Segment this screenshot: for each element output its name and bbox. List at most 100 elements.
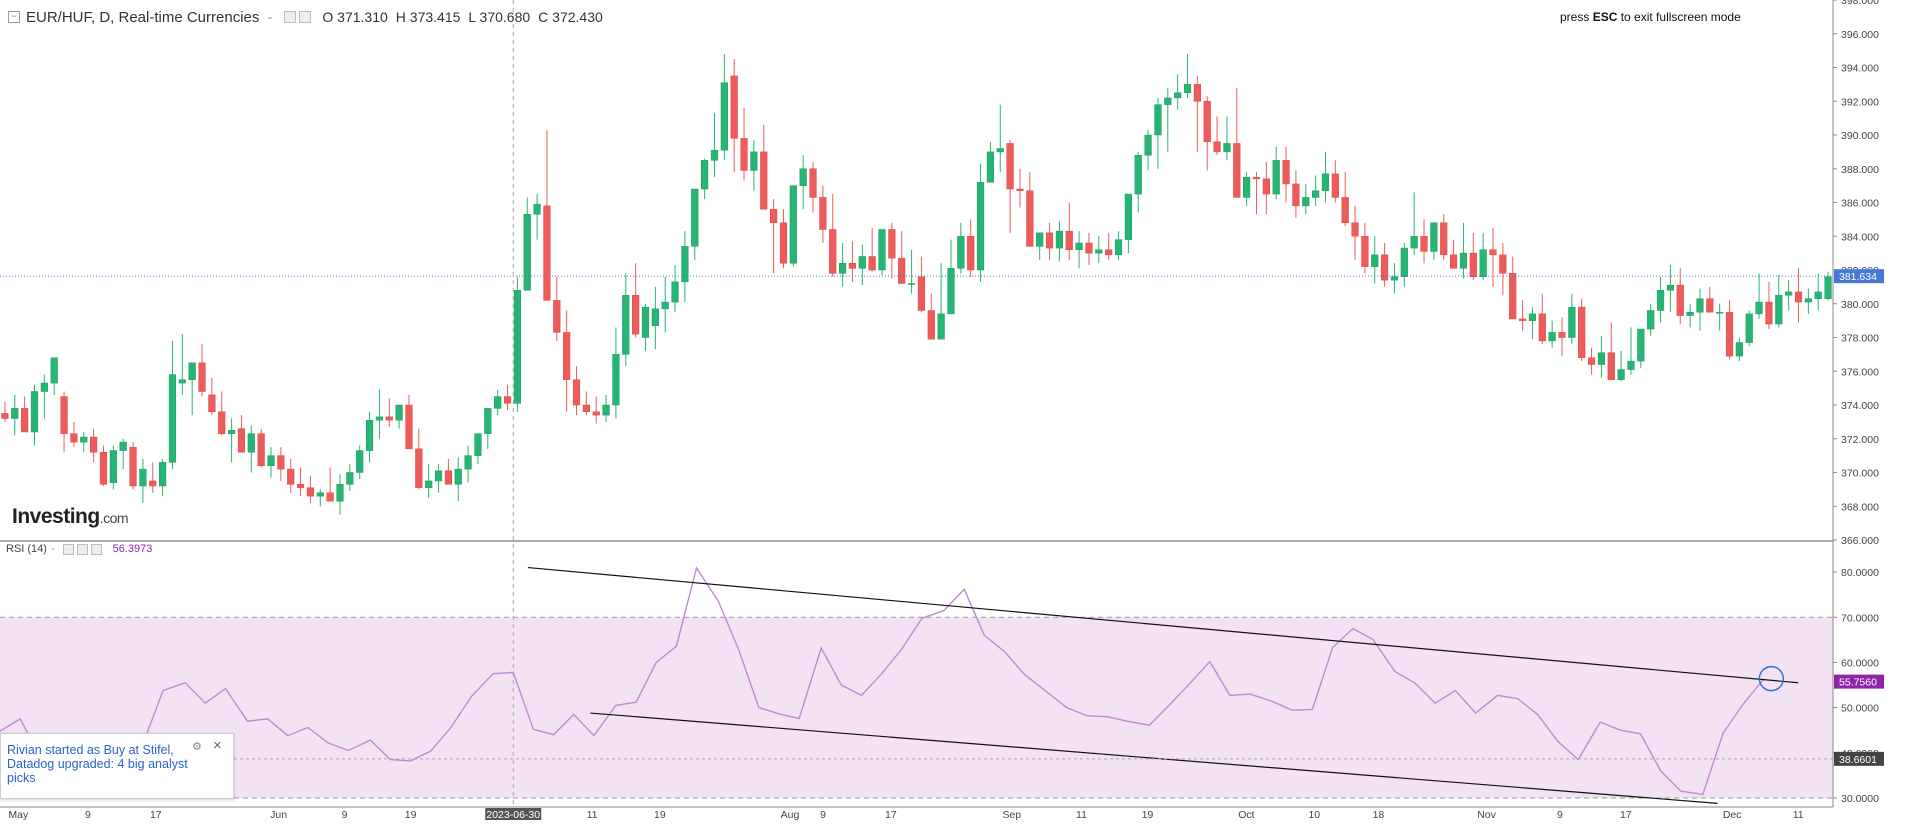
candle-body (1499, 254, 1507, 274)
candle-body (119, 441, 127, 451)
candle-body (494, 396, 502, 409)
candle-body (21, 408, 29, 433)
x-tick-label: 9 (85, 809, 91, 820)
candle-body (168, 374, 177, 463)
candle-body (1331, 173, 1339, 198)
candle-body (947, 268, 955, 315)
x-tick-label: May (8, 809, 29, 820)
candle-body (70, 433, 78, 443)
candle-body (1262, 178, 1270, 195)
candle-body (1489, 249, 1497, 256)
low-value: L 370.680 (468, 9, 531, 25)
candle-body (178, 379, 186, 384)
trendline (527, 566, 1799, 684)
x-tick-label: 19 (1142, 809, 1154, 820)
candle-body (80, 436, 88, 443)
x-tick-label: 9 (342, 809, 348, 820)
rsi-value-label: 55.7560 (1839, 677, 1877, 689)
candle-body (651, 308, 659, 326)
rsi-marker-label-bg (1834, 751, 1884, 766)
collapse-icon[interactable]: − (8, 11, 20, 23)
candle-body (1814, 291, 1822, 299)
candle-body (1361, 236, 1369, 267)
candle-body (503, 396, 512, 404)
rsi-band (0, 617, 1833, 798)
price-label-bg (1834, 269, 1884, 284)
candle-body (838, 263, 847, 274)
candle-body (691, 188, 699, 247)
candle-body (1183, 84, 1192, 94)
candle-body (907, 283, 916, 285)
x-tick-label: 19 (654, 809, 666, 820)
candle-body (612, 354, 620, 406)
date-highlight-bg (485, 808, 542, 821)
rsi-tick-label: 70.0000 (1841, 612, 1879, 624)
candle-body (444, 470, 452, 485)
title-dropdown-icon[interactable]: - (267, 8, 273, 26)
candle-body (592, 411, 600, 416)
hide-icon[interactable] (299, 11, 312, 23)
candle-body (1045, 232, 1054, 249)
close-icon[interactable]: × (213, 737, 222, 754)
candle-body (710, 149, 719, 161)
rsi-value-label-bg (1834, 674, 1884, 689)
x-tick-label: 17 (885, 809, 897, 820)
x-tick-label: 11 (1076, 809, 1087, 820)
candle-body (1085, 242, 1093, 254)
x-tick-label: 10 (1308, 809, 1320, 820)
candle-body (405, 404, 413, 450)
candle-body (888, 229, 896, 259)
candle-body (346, 472, 354, 485)
candle-body (385, 416, 393, 421)
rsi-panel[interactable] (0, 566, 1833, 804)
candle-body (789, 185, 797, 264)
candle-body (513, 290, 521, 404)
price-panel[interactable] (0, 54, 1833, 515)
candle-body (858, 256, 866, 269)
rsi-label: RSI (14) (6, 543, 47, 555)
candle-body (139, 468, 147, 487)
rsi-dropdown-icon[interactable]: - (50, 543, 55, 555)
candle-body (208, 394, 216, 412)
candle-body (917, 276, 926, 311)
candle-body (326, 492, 334, 502)
rsi-settings-icon[interactable] (62, 543, 74, 555)
rsi-close-icon[interactable] (90, 543, 102, 555)
candle-body (563, 332, 571, 380)
candle-body (1026, 190, 1034, 247)
x-tick-label: 11 (587, 809, 598, 820)
candle-body (1006, 143, 1014, 190)
x-tick-label: 19 (405, 809, 417, 820)
candle-body (730, 75, 738, 139)
candle-body (365, 419, 374, 451)
candle-body (740, 138, 748, 171)
x-tick-label: 17 (1620, 809, 1632, 820)
settings-icon[interactable] (284, 11, 297, 23)
candle-body (602, 404, 610, 416)
candle-body (898, 257, 906, 284)
rsi-tick-label: 80.0000 (1841, 567, 1879, 579)
candle-body (809, 168, 817, 198)
candle-body (356, 450, 364, 473)
candle-body (1095, 249, 1103, 254)
close-value: C 372.430 (538, 9, 603, 25)
x-tick-label: Jun (270, 809, 287, 820)
news-link[interactable]: Rivian started as Buy at Stifel, Datadog… (7, 743, 188, 785)
candle-body (454, 468, 462, 485)
candle-body (1578, 306, 1586, 358)
gear-icon[interactable]: ⚙ (192, 741, 202, 753)
fullscreen-hint: press ESC to exit fullscreen mode (1560, 10, 1741, 24)
price-tick-label: 388.000 (1841, 164, 1879, 176)
news-popup[interactable]: Rivian started as Buy at Stifel, Datadog… (0, 733, 234, 799)
candle-body (1124, 193, 1132, 240)
candle-body (1223, 143, 1231, 153)
x-tick-label: Oct (1238, 809, 1254, 820)
candle-body (1469, 252, 1477, 277)
candle-body (1213, 141, 1221, 153)
rsi-hide-icon[interactable] (76, 543, 88, 555)
candle-body (937, 313, 945, 340)
candle-body (1410, 236, 1418, 249)
candle-body (277, 455, 285, 470)
